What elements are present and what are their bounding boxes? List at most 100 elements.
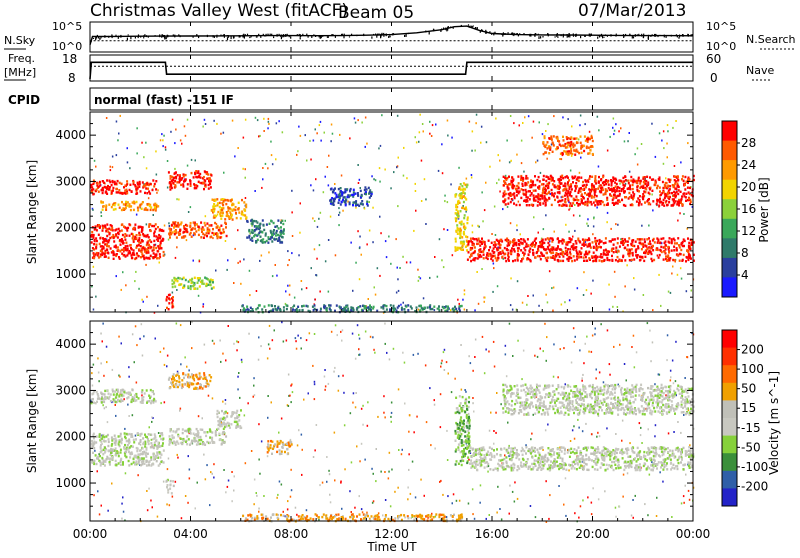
power-noise-cell [438,170,440,172]
velocity-noise-cell [371,468,373,470]
velocity-noise-cell [101,505,103,507]
power-cell [126,227,128,229]
nsky-noise-mark [223,35,224,37]
power-cell [479,251,481,253]
power-cell [565,204,567,206]
power-cell [542,202,544,204]
nsky-noise-mark [602,36,603,38]
power-cell [122,234,124,236]
power-cell [473,252,475,254]
velocity-noise-cell [639,422,641,424]
power-cell [606,257,608,259]
velocity-noise-cell [367,401,369,403]
power-cell [158,234,160,236]
power-cell [623,190,625,192]
power-cell [207,230,209,232]
power-cell [197,282,199,284]
velocity-noise-cell [135,325,137,327]
velocity-noise-cell [314,398,316,400]
nsky-noise-mark [283,34,284,35]
nsky-noise-mark [148,37,149,38]
power-cell [638,179,640,181]
power-cell [664,187,666,189]
power-cell [684,188,686,190]
power-cell [571,238,573,240]
power-noise-cell [129,167,131,169]
power-cell [248,229,250,231]
power-cell [173,177,175,179]
power-cell [538,176,540,178]
power-cell [613,196,615,198]
power-cell [576,202,578,204]
power-cell [642,196,644,198]
power-cell [520,249,522,251]
nsky-noise-mark [603,37,604,38]
velocity-noise-cell [245,462,247,464]
power-noise-cell [315,128,317,130]
power-cell [171,224,173,226]
power-cell [562,239,564,241]
velocity-noise-cell [177,457,179,459]
nave-label: Nave [746,64,774,77]
power-noise-cell [143,301,145,303]
power-cell [124,184,126,186]
velocity-noise-cell [388,471,390,473]
power-cell [184,179,186,181]
power-noise-cell [263,118,265,120]
power-cell [427,306,429,308]
power-cell [580,142,582,144]
power-cell [567,190,569,192]
power-cell [429,306,431,308]
power-noise-cell [466,178,468,180]
power-noise-cell [561,158,563,160]
velocity-noise-cell [324,389,326,391]
power-cell [211,232,213,234]
velocity-noise-cell [316,424,318,426]
velocity-noise-cell [244,414,246,416]
nsky-noise-mark [174,35,175,38]
power-cell [516,194,518,196]
velocity-noise-cell [490,412,492,414]
velocity-noise-cell [563,347,565,349]
power-noise-cell [359,278,361,280]
power-cell [669,185,671,187]
power-cell [666,259,668,261]
velocity-noise-cell [543,350,545,352]
power-colorbar-tick-label: 8 [741,246,749,260]
power-cell [228,207,230,209]
power-noise-cell [237,147,239,149]
power-cell [170,184,172,186]
velocity-noise-cell [683,414,685,416]
power-cell [612,176,614,178]
power-cell [91,231,93,233]
power-cell [336,304,338,306]
velocity-noise-cell [343,392,345,394]
velocity-noise-cell [222,401,224,403]
velocity-noise-cell [94,450,96,452]
power-cell [560,179,562,181]
nsky-noise-mark [518,35,519,37]
velocity-noise-cell [366,512,368,514]
power-cell [97,252,99,254]
power-cell [610,195,612,197]
power-noise-cell [494,206,496,208]
power-cell [482,240,484,242]
power-cell [461,221,463,223]
power-cell [433,306,435,308]
power-cell [553,135,555,137]
power-noise-cell [118,133,120,135]
power-cell [680,253,682,255]
power-cell [568,179,570,181]
power-cell [583,256,585,258]
velocity-noise-cell [177,454,179,456]
power-cell [492,259,494,261]
power-cell [611,255,613,257]
power-cell [130,254,132,256]
power-cell [235,206,237,208]
power-cell [664,242,666,244]
power-cell [343,196,345,198]
power-cell [572,144,574,146]
velocity-noise-cell [309,332,311,334]
velocity-noise-cell [677,421,679,423]
power-noise-cell [624,285,626,287]
